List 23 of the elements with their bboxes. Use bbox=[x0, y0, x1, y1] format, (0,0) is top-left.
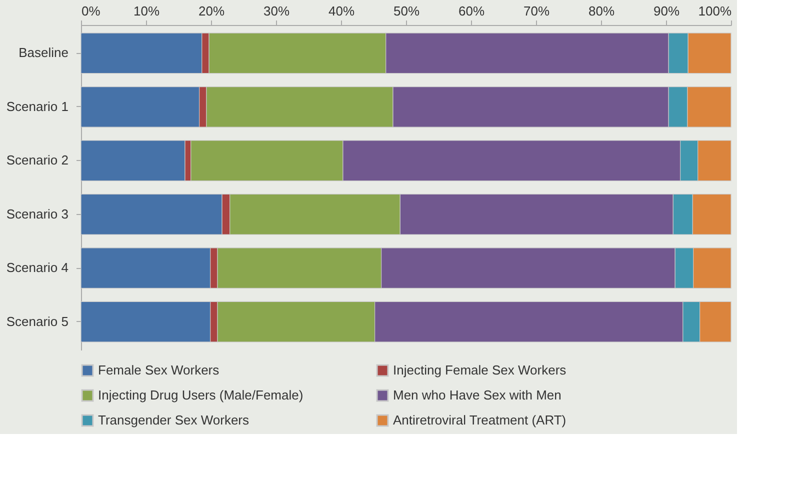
y-tick-label: Scenario 3 bbox=[6, 206, 68, 222]
x-tick-label: 100% bbox=[698, 4, 732, 18]
legend-label: Men who Have Sex with Men bbox=[393, 388, 562, 402]
x-tick-label: 50% bbox=[393, 4, 420, 18]
x-tick-label: 70% bbox=[523, 4, 550, 18]
y-tick-label: Scenario 2 bbox=[6, 152, 68, 168]
x-tick-label: 0% bbox=[82, 4, 101, 18]
legend-label: Female Sex Workers bbox=[98, 362, 220, 378]
y-tick-label: Scenario 5 bbox=[6, 314, 68, 329]
x-tick-label: 30% bbox=[263, 4, 290, 18]
y-tick-label: Scenario 1 bbox=[6, 98, 68, 114]
y-tick-label: Scenario 4 bbox=[6, 260, 68, 276]
legend-label: Antiretroviral Treatment (ART) bbox=[393, 412, 566, 428]
x-tick-label: 10% bbox=[133, 4, 160, 18]
y-tick-label: Baseline bbox=[18, 45, 68, 60]
legend-label: Injecting Drug Users (Male/Female) bbox=[98, 388, 304, 402]
x-tick-label: 40% bbox=[328, 4, 355, 18]
x-tick-label: 90% bbox=[653, 4, 680, 18]
legend-label: Transgender Sex Workers bbox=[98, 412, 250, 428]
legend-label: Injecting Female Sex Workers bbox=[393, 362, 567, 378]
x-tick-label: 20% bbox=[198, 4, 225, 18]
x-tick-label: 60% bbox=[458, 4, 485, 18]
x-tick-label: 80% bbox=[588, 4, 615, 18]
